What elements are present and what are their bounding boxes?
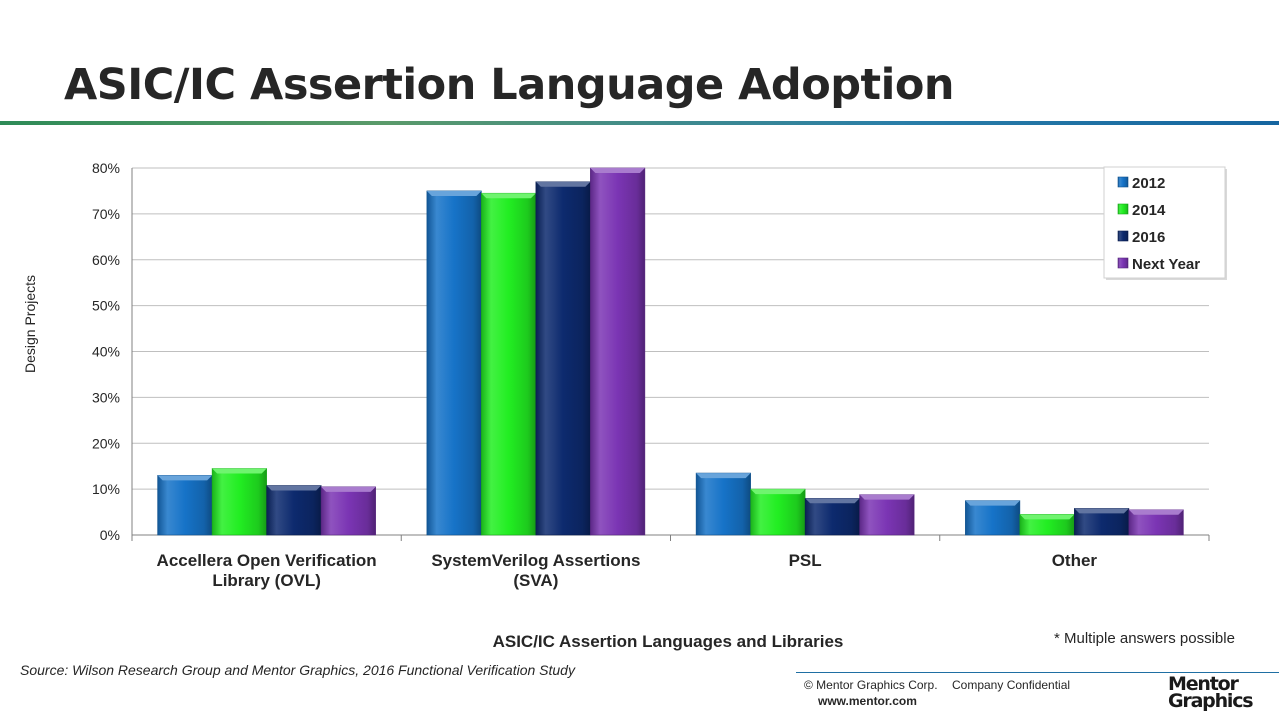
legend-swatch (1117, 257, 1129, 269)
title-divider (0, 121, 1279, 125)
x-category-label: SystemVerilog Assertions (431, 551, 640, 570)
bar-top-bevel (321, 486, 376, 492)
confidential-label: Company Confidential (952, 678, 1071, 692)
legend-label: 2014 (1132, 202, 1166, 219)
footnote: * Multiple answers possible (1054, 630, 1235, 647)
bar (750, 488, 806, 536)
bar-top-bevel (1074, 508, 1129, 514)
bar-top-bevel (696, 473, 751, 479)
y-tick-label: 10% (92, 481, 120, 497)
y-tick-label: 50% (92, 298, 120, 314)
bar-top-bevel (805, 498, 860, 504)
bar (535, 181, 591, 536)
bar-top-bevel (859, 494, 915, 500)
source-note: Source: Wilson Research Group and Mentor… (20, 662, 575, 678)
logo-line-2: Graphics (1168, 690, 1254, 712)
x-category-label: Other (1052, 551, 1098, 570)
bar (266, 485, 322, 536)
bar-top-bevel (157, 475, 213, 481)
x-category-label: PSL (789, 551, 822, 570)
bar-top-bevel (426, 190, 482, 196)
y-tick-label: 40% (92, 344, 120, 360)
bar-top-bevel (1128, 509, 1184, 515)
x-axis-title: ASIC/IC Assertion Languages and Librarie… (493, 632, 844, 651)
copyright: © Mentor Graphics Corp. (804, 678, 938, 692)
x-category-label: (SVA) (513, 571, 558, 590)
mentor-graphics-logo: Mentor Graphics (1168, 673, 1268, 712)
legend-swatch (1117, 176, 1129, 188)
bar-top-bevel (965, 500, 1020, 506)
bar-top-bevel (535, 181, 591, 187)
page-title: ASIC/IC Assertion Language Adoption (64, 60, 954, 110)
legend-label: Next Year (1132, 256, 1200, 273)
website-link[interactable]: www.mentor.com (818, 694, 917, 708)
y-tick-label: 70% (92, 206, 120, 222)
legend-swatch (1117, 203, 1129, 215)
bar (965, 500, 1021, 536)
footer-divider (796, 672, 1279, 673)
bar (211, 468, 267, 536)
y-tick-label: 80% (92, 160, 120, 176)
y-tick-label: 60% (92, 252, 120, 268)
bar-top-bevel (590, 168, 645, 173)
bar (695, 472, 751, 536)
legend-label: 2016 (1132, 229, 1165, 246)
bar-chart: 0% 10% 20% 30% 40% 50% 60% 70% 80% Accellera Open… (22, 160, 1227, 651)
bar (804, 497, 860, 536)
bar-top-bevel (212, 468, 267, 474)
y-tick-label: 30% (92, 389, 120, 405)
bar (426, 190, 482, 536)
bar (590, 167, 646, 536)
bar-top-bevel (1019, 514, 1075, 520)
y-tick-label: 20% (92, 435, 120, 451)
bar-top-bevel (266, 485, 322, 491)
bar-top-bevel (481, 193, 536, 199)
y-axis-title: Design Projects (22, 275, 38, 373)
bar (481, 192, 537, 536)
logo-line-1: Mentor (1168, 673, 1239, 695)
x-category-label: Accellera Open Verification (157, 551, 377, 570)
bar (859, 494, 915, 536)
legend-label: 2012 (1132, 175, 1165, 192)
legend-swatch (1117, 230, 1129, 242)
bar (320, 486, 376, 536)
bar (157, 475, 213, 536)
x-category-label: Library (OVL) (212, 571, 321, 590)
y-tick-label: 0% (100, 527, 120, 543)
bar-top-bevel (750, 489, 806, 495)
